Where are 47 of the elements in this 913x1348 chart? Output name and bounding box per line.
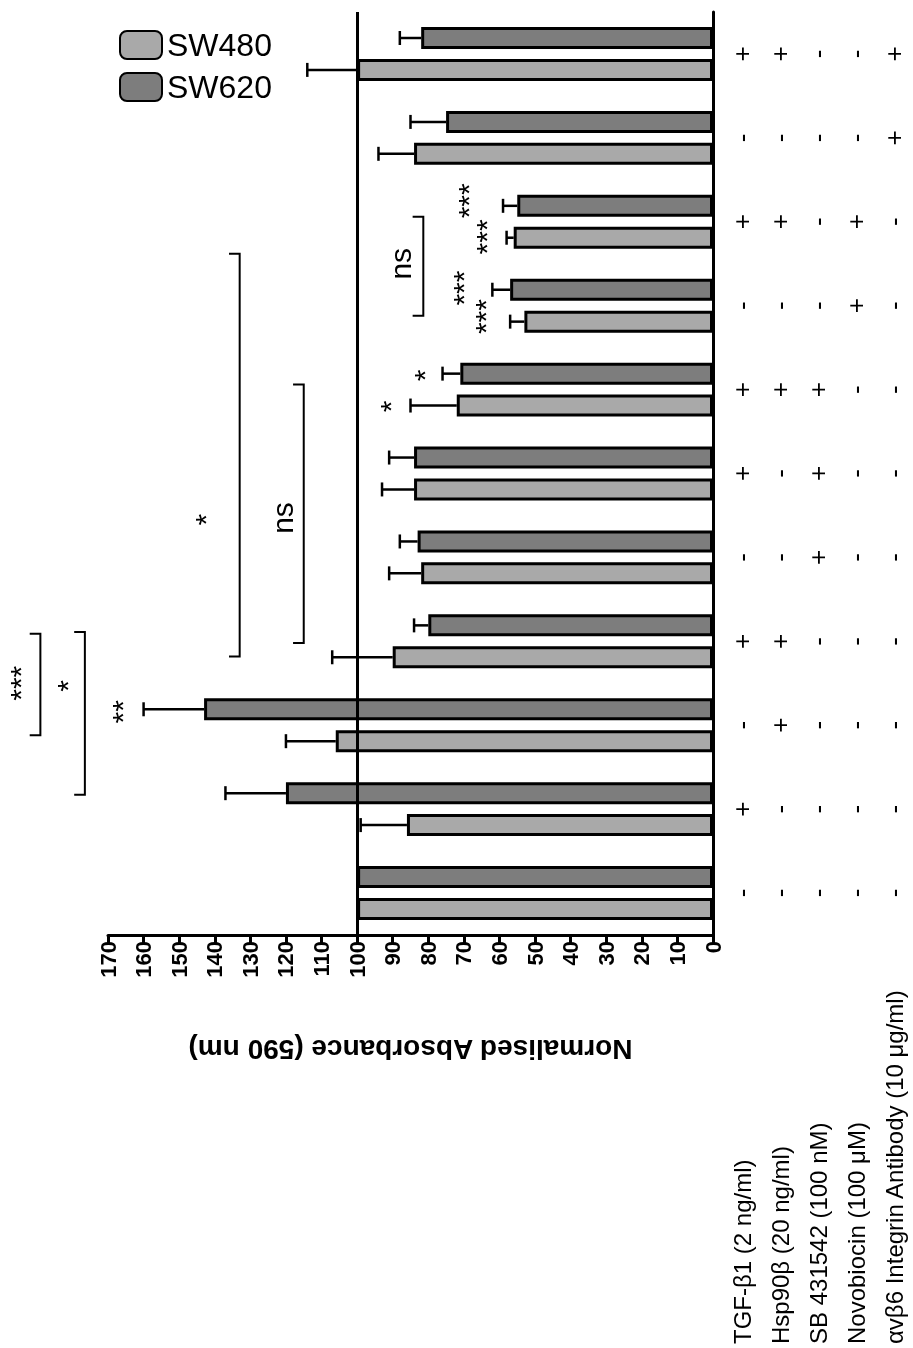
legend-label: SW480: [167, 27, 272, 63]
x-tick-label: 40: [558, 941, 584, 966]
y-tick-label: - - - + -: [727, 298, 909, 314]
x-tick-label: 130: [237, 941, 263, 978]
text: αvβ6 Integrin Antibody (10 μg/ml): [880, 990, 908, 1344]
annotation: *: [373, 400, 407, 413]
annotation: ns: [384, 247, 418, 280]
x-tick-label: 120: [273, 941, 299, 978]
y-tick-label: + + - - +: [727, 46, 909, 62]
y-tick-label: + + - - -: [727, 633, 909, 649]
annotation: *: [408, 369, 442, 382]
x-tick-label: 0: [700, 941, 726, 954]
x-tick-label: 100: [344, 941, 370, 978]
annotation: **: [105, 699, 139, 724]
annotation: ***: [452, 182, 486, 219]
text: ***: [4, 665, 38, 701]
annotation: ***: [470, 219, 504, 255]
x-tick-label: 170: [95, 941, 121, 978]
text: SB 431542 (100 nM): [804, 1122, 832, 1344]
x-axis-title: Normalised Absorbance (590 nm): [188, 1033, 633, 1065]
text: TGF-β1 (2 ng/ml): [728, 1159, 756, 1344]
y-tick-label: + + - + -: [727, 214, 909, 230]
y-tick-label: + - + - -: [727, 465, 909, 482]
x-tick-label: 10: [664, 941, 690, 966]
x-tick-label: 160: [131, 941, 157, 978]
y-tick-label: + + + - -: [727, 382, 909, 398]
annotation: *: [189, 513, 223, 526]
x-tick-label: 50: [522, 941, 548, 966]
text: Hsp90β (20 ng/ml): [766, 1146, 794, 1344]
x-tick-label: 60: [486, 941, 512, 966]
x-tick-label: 150: [166, 941, 192, 978]
legend-label: SW620: [167, 69, 272, 105]
y-tick-label: - - - - +: [727, 130, 909, 146]
x-tick-label: 70: [451, 941, 477, 966]
text: *: [50, 679, 84, 692]
y-tick-label: - + - - -: [727, 717, 909, 733]
text: Novobiocin (100 μM): [842, 1122, 870, 1344]
x-tick-label: 140: [202, 941, 228, 978]
x-tick-label: 20: [629, 941, 655, 966]
x-tick-label: 30: [593, 941, 619, 966]
x-tick-label: 90: [380, 941, 406, 966]
y-tick-label: + - - - -: [727, 801, 909, 817]
x-tick-label: 110: [309, 941, 335, 977]
x-tick-label: 80: [415, 941, 441, 966]
y-tick-label: - - + - -: [727, 549, 909, 565]
annotation: ns: [265, 502, 299, 534]
y-tick-label: - - - - -: [727, 888, 909, 898]
